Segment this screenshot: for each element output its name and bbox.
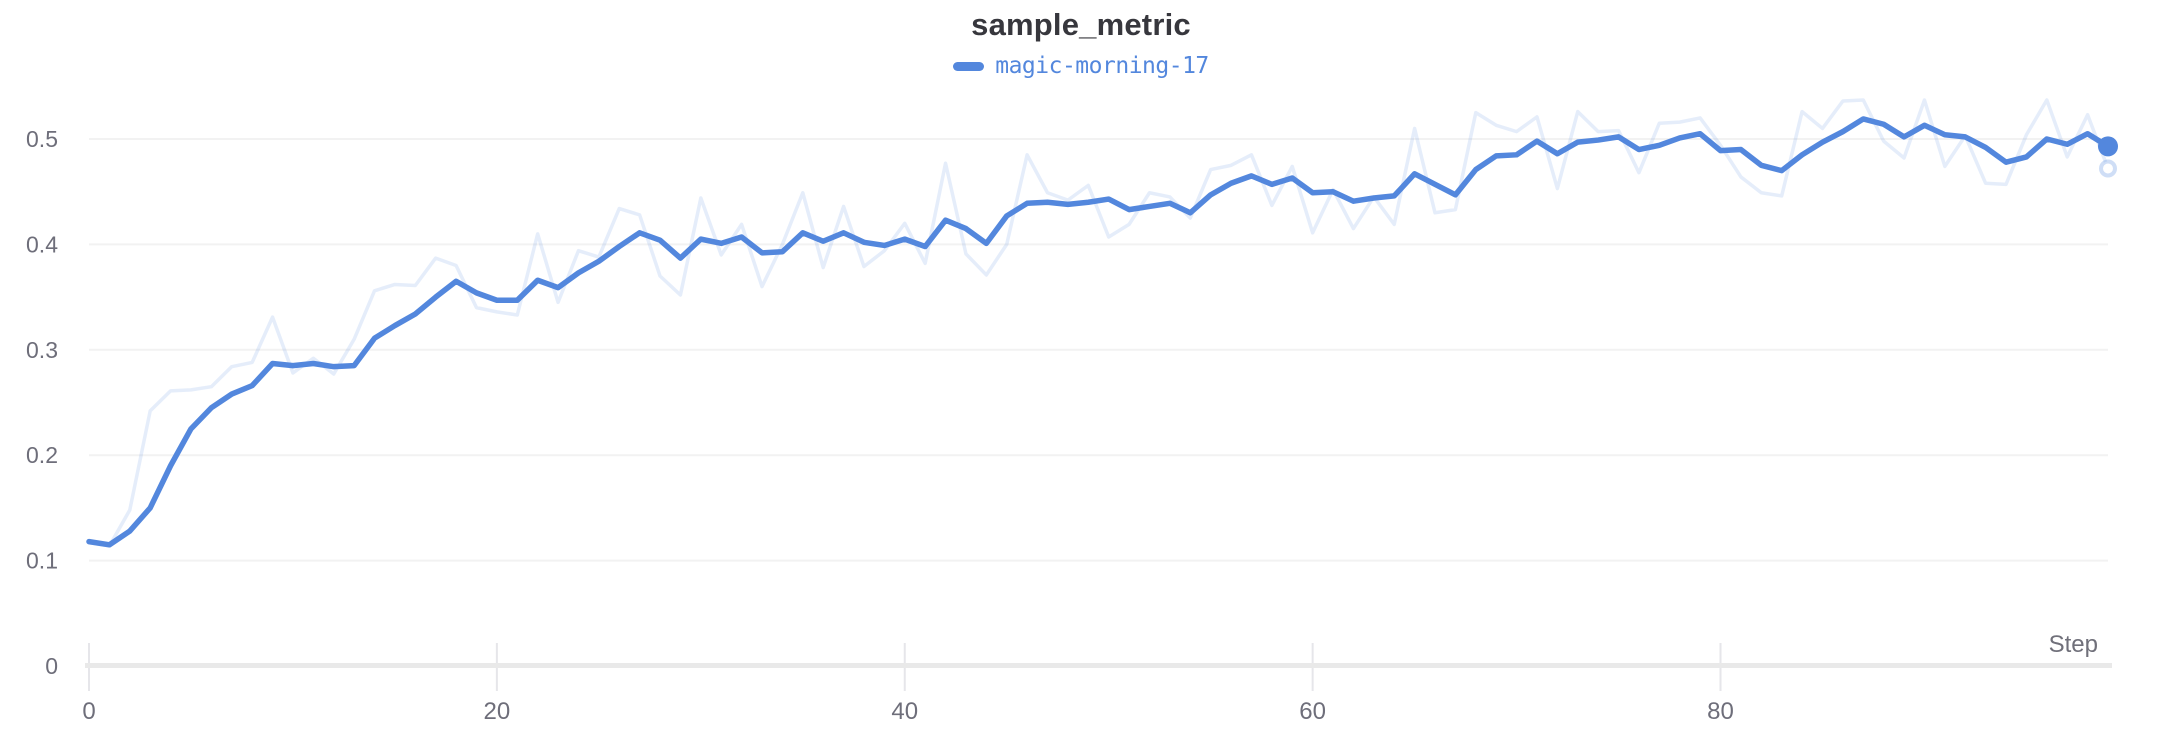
x-tick-label: 80: [1707, 698, 1734, 725]
y-tick-label: 0.1: [26, 548, 58, 574]
legend-line-swatch: [953, 61, 985, 71]
x-tick-label: 60: [1299, 698, 1326, 725]
x-axis-title: Step: [2049, 631, 2098, 658]
smoothed-series-line[interactable]: [86, 116, 2111, 548]
y-tick-label: 0.2: [26, 442, 58, 468]
chart-title: sample_metric: [971, 7, 1191, 42]
raw-series-line[interactable]: [87, 98, 2110, 548]
y-tick-label: 0.5: [26, 126, 58, 152]
x-tick-label: 40: [891, 698, 918, 725]
chart-header: sample_metric magic-morning-17: [0, 0, 2162, 79]
x-tick-label: 0: [82, 698, 95, 725]
smoothed-series-endpoint: [2098, 136, 2118, 157]
y-tick-label: 0.3: [26, 337, 58, 363]
raw-series-endpoint: [2099, 159, 2117, 178]
x-tick-label: 20: [484, 698, 511, 725]
legend-run-name: magic-morning-17: [995, 53, 1209, 79]
legend[interactable]: magic-morning-17: [0, 53, 2162, 79]
y-tick-label: 0: [45, 653, 58, 679]
y-tick-label: 0.4: [26, 231, 58, 257]
